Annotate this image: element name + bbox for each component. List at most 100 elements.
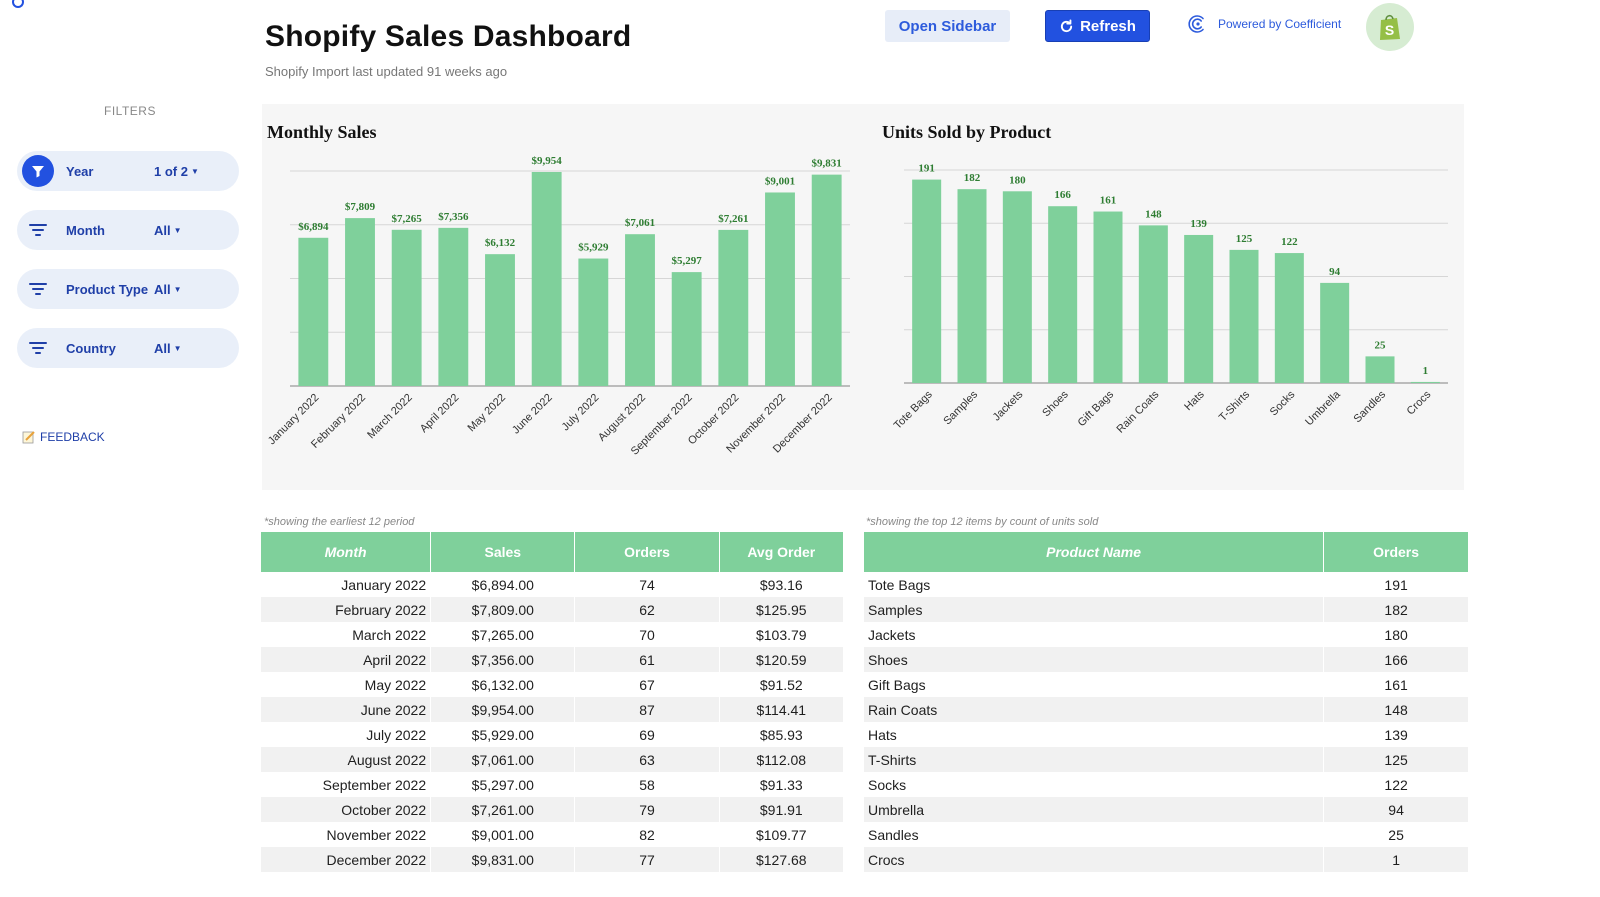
tick-label: Sandles [1352,388,1389,425]
tick-label: Rain Coats [1114,388,1161,435]
tick-label: Hats [1182,388,1207,413]
table-cell: 125 [1323,747,1468,772]
table-row: Crocs 1 [864,847,1468,872]
table-row: July 2022 $5,929.00 69 $85.93 [261,722,843,747]
table-row: Samples 182 [864,597,1468,622]
table-cell: $9,831.00 [430,847,576,872]
filter-country-dropdown[interactable]: All ▼ [154,341,182,356]
table-cell: 69 [574,722,720,747]
bar [578,258,609,386]
open-sidebar-button[interactable]: Open Sidebar [885,10,1010,42]
column-header-month: Month [261,532,432,572]
table-cell: 79 [574,797,720,822]
filter-country[interactable]: Country All ▼ [17,328,239,368]
feedback-link[interactable]: FEEDBACK [22,430,105,444]
filter-product-type-dropdown[interactable]: All ▼ [154,282,182,297]
table-cell: July 2022 [261,722,432,747]
filter-country-value: All [154,340,171,356]
table-cell: Crocs [864,847,1325,872]
bar [1093,211,1123,383]
table-row: March 2022 $7,265.00 70 $103.79 [261,622,843,647]
data-label: $9,001 [765,175,795,187]
caret-down-icon: ▼ [190,166,199,176]
table-cell: $103.79 [755,626,807,643]
coefficient-logo-icon [1188,14,1208,34]
table-row: T-Shirts 125 [864,747,1468,772]
tick-label: June 2022 [510,392,555,437]
table-row: April 2022 $7,356.00 61 $120.59 [261,647,843,672]
data-label: 94 [1329,266,1341,278]
table-cell: Tote Bags [864,572,1325,597]
filter-year-value: 1 of 2 [154,163,188,179]
column-header-sales: Sales [430,532,576,572]
shopify-logo-icon: S [1366,3,1414,51]
bar [765,192,795,386]
data-label: $5,929 [578,242,609,254]
tick-label: March 2022 [365,392,415,442]
table-cell: Shoes [864,647,1325,672]
data-label: $5,297 [672,255,703,267]
tick-label: Umbrella [1303,388,1343,428]
table-cell: 180 [1384,626,1408,643]
filter-month-label: Month [66,222,105,238]
data-label: 191 [918,163,935,175]
data-label: 148 [1145,208,1162,220]
table-row: August 2022 $7,061.00 63 $112.08 [261,747,843,772]
table-cell: December 2022 [261,847,432,872]
filter-product-type[interactable]: Product Type All ▼ [17,269,239,309]
data-label: $7,809 [345,201,376,213]
table-cell: 148 [1323,697,1468,722]
table-cell: Umbrella [864,797,1325,822]
table-cell: March 2022 [261,622,432,647]
table-cell: 61 [574,647,720,672]
table-cell: 25 [1388,826,1404,843]
filter-year-dropdown[interactable]: 1 of 2 ▼ [154,164,199,179]
data-label: 122 [1281,236,1298,248]
tick-label: Jackets [991,388,1026,423]
table-cell: January 2022 [261,572,432,597]
table-row: Jackets 180 [864,622,1468,647]
table-row: Tote Bags 191 [864,572,1468,597]
table-cell: $127.68 [719,847,843,872]
tick-label: T-Shirts [1217,388,1253,424]
column-header-product-name: Product Name [864,532,1325,572]
data-label: $7,261 [718,213,748,225]
bar [531,171,562,386]
table-cell: $7,261.00 [430,797,576,822]
filter-year[interactable]: Year 1 of 2 ▼ [17,151,239,191]
table-cell: $6,132.00 [430,672,576,697]
table-cell: $85.93 [759,726,803,743]
filter-month-dropdown[interactable]: All ▼ [154,223,182,238]
data-label: 1 [1423,365,1429,377]
table-cell: $5,297.00 [430,772,576,797]
table-row: Sandles 25 [864,822,1468,847]
refresh-button[interactable]: Refresh [1045,10,1150,42]
bar [912,179,942,383]
bar [625,234,655,386]
table-cell: $125.95 [719,597,843,622]
table-row: September 2022 $5,297.00 58 $91.33 [261,772,843,797]
tick-label: Shoes [1040,388,1071,419]
column-header-avg-order: Avg Order [719,532,843,572]
filter-lines-icon [22,214,54,246]
table-cell: $114.41 [719,697,843,722]
data-label: 125 [1236,233,1253,245]
bar [1048,206,1078,383]
tick-label: Crocs [1405,388,1434,417]
table-cell: Samples [864,597,1325,622]
sales-table-note: *showing the earliest 12 period [264,516,415,528]
table-row: February 2022 $7,809.00 62 $125.95 [261,597,843,622]
corner-spinner-icon [12,0,24,8]
monthly-sales-table: Month Sales Orders Avg Order January 202… [261,532,843,872]
table-cell: Hats [864,722,1325,747]
table-cell: $5,929.00 [430,722,576,747]
bar [1320,282,1350,383]
bar [1002,191,1032,383]
powered-by-coefficient-link[interactable]: Powered by Coefficient [1188,14,1341,34]
filter-month[interactable]: Month All ▼ [17,210,239,250]
table-cell: $91.91 [719,797,843,822]
table-row: January 2022 $6,894.00 74 $93.16 [261,572,843,597]
data-label: 180 [1009,174,1026,186]
table-cell: 82 [574,822,720,847]
bar [1184,234,1214,383]
